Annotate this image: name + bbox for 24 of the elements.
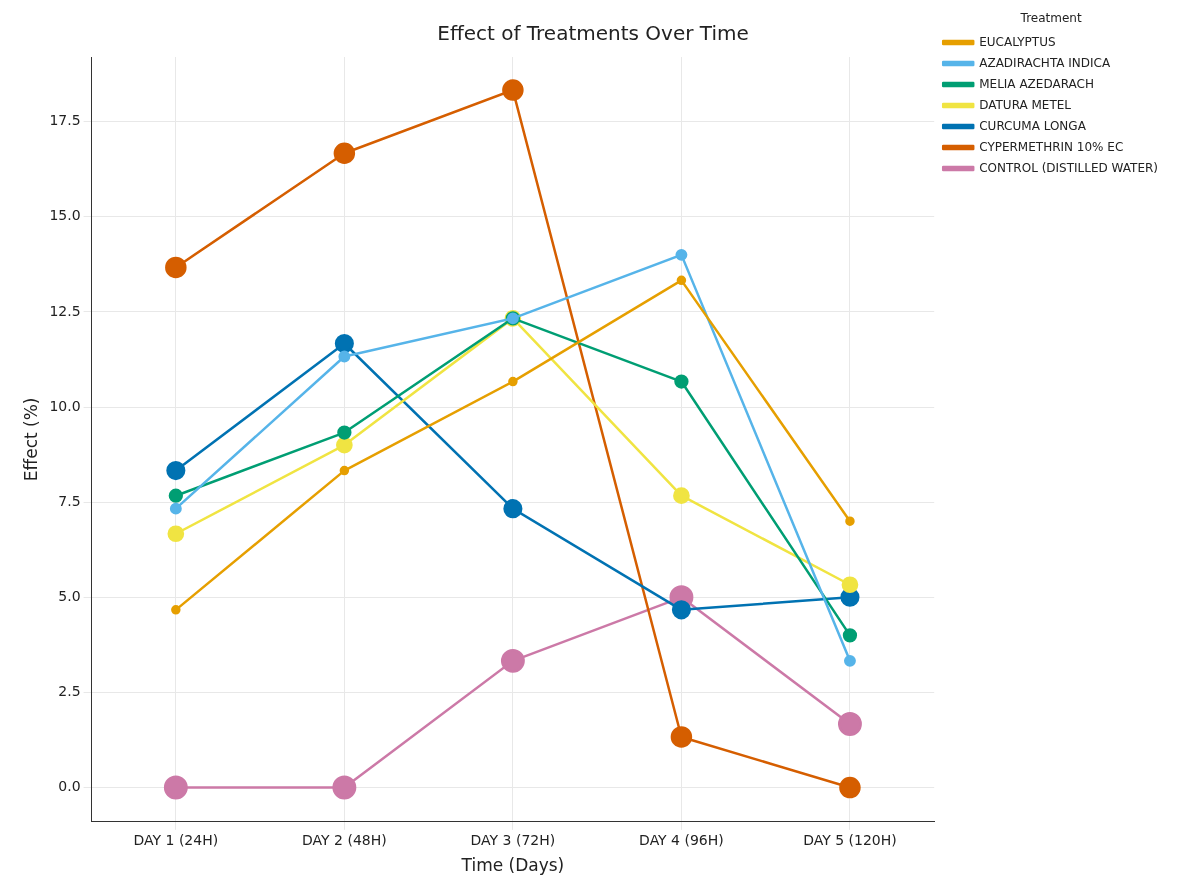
legend-label: MELIA AZEDARACH (979, 76, 1094, 91)
x-tick-label: DAY 4 (96H) (639, 831, 724, 848)
y-tick-label: 0.0 (58, 778, 81, 795)
legend-label: DATURA METEL (979, 97, 1072, 112)
y-tick-label: 17.5 (49, 112, 81, 129)
x-tick-label: DAY 1 (24H) (133, 831, 219, 848)
legend-label: AZADIRACHTA INDICA (979, 55, 1111, 70)
y-tick-label: 7.5 (58, 492, 81, 509)
y-tick-label: 15.0 (49, 207, 81, 224)
chart-title: Effect of Treatments Over Time (437, 21, 749, 46)
legend-label: CURCUMA LONGA (979, 118, 1087, 133)
y-axis-title: Effect (%) (20, 397, 41, 482)
x-tick-label: DAY 5 (120H) (803, 831, 897, 848)
x-tick-label: DAY 3 (72H) (470, 831, 556, 848)
x-tick-label: DAY 2 (48H) (302, 831, 387, 848)
y-tick-label: 12.5 (49, 302, 81, 319)
legend-title: Treatment (1019, 11, 1082, 26)
y-tick-label: 2.5 (58, 683, 81, 700)
y-tick-label: 10.0 (49, 397, 81, 414)
x-axis-title: Time (Days) (460, 855, 565, 876)
legend-label: CONTROL (DISTILLED WATER) (979, 160, 1159, 175)
legend-label: CYPERMETHRIN 10% EC (979, 139, 1124, 154)
y-tick-label: 5.0 (58, 587, 81, 604)
legend-label: EUCALYPTUS (979, 34, 1056, 49)
